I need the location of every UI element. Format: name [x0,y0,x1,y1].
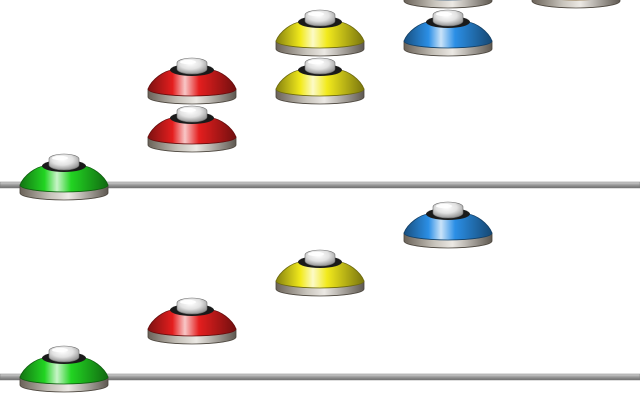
rails-layer [0,181,640,381]
lower-disc-col1-1-disc-icon[interactable] [19,345,109,393]
upper-disc-col2-1-disc-icon[interactable] [147,57,237,105]
upper-disc-col3-2-disc-icon[interactable] [275,57,365,105]
upper-disc-col4-1-disc-icon[interactable] [403,0,493,9]
upper-disc-col1-1-disc-icon[interactable] [19,153,109,201]
lower-rail [0,373,640,381]
upper-disc-col4-2-disc-icon[interactable] [403,9,493,57]
upper-disc-col2-2-disc-icon[interactable] [147,105,237,153]
discs-layer [19,0,621,393]
upper-rail [0,181,640,189]
lower-disc-col2-1-disc-icon[interactable] [147,297,237,345]
upper-disc-col3-1-disc-icon[interactable] [275,9,365,57]
lower-disc-col4-1-disc-icon[interactable] [403,201,493,249]
upper-disc-col5-1-disc-icon[interactable] [531,0,621,9]
lower-disc-col3-1-disc-icon[interactable] [275,249,365,297]
